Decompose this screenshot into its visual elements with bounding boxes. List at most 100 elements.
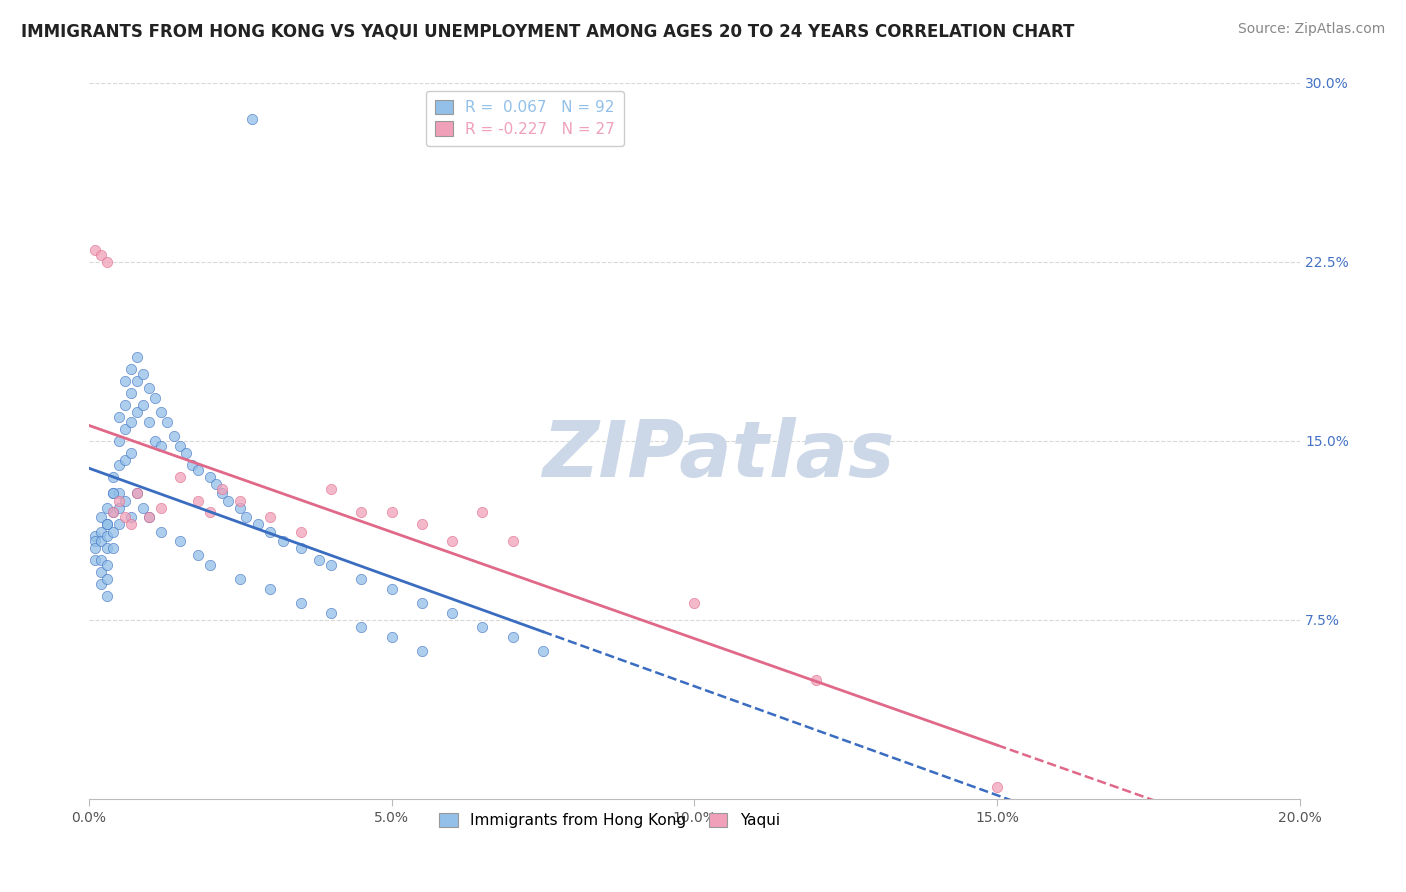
Point	[90, 577, 112, 591]
Point	[108, 434, 131, 448]
Point	[502, 534, 524, 549]
Point	[502, 630, 524, 644]
Point	[138, 510, 160, 524]
Point	[198, 558, 221, 572]
Point	[120, 362, 142, 376]
Point	[90, 553, 112, 567]
Point	[96, 541, 118, 556]
Point	[114, 374, 136, 388]
Point	[132, 398, 155, 412]
Point	[101, 541, 124, 556]
Point	[319, 606, 342, 620]
Point	[235, 510, 257, 524]
Point	[96, 255, 118, 269]
Point	[127, 486, 149, 500]
Point	[114, 510, 136, 524]
Point	[229, 493, 252, 508]
Point	[259, 582, 281, 596]
Point	[114, 398, 136, 412]
Point	[150, 524, 173, 539]
Point	[290, 596, 312, 610]
Point	[217, 493, 239, 508]
Point	[471, 620, 494, 634]
Text: ZIPatlas: ZIPatlas	[543, 417, 894, 493]
Point	[120, 510, 142, 524]
Point	[120, 386, 142, 401]
Point	[259, 524, 281, 539]
Point	[319, 482, 342, 496]
Point	[108, 410, 131, 425]
Point	[290, 524, 312, 539]
Point	[229, 500, 252, 515]
Point	[986, 780, 1008, 794]
Point	[101, 506, 124, 520]
Point	[350, 506, 373, 520]
Legend: Immigrants from Hong Kong, Yaqui: Immigrants from Hong Kong, Yaqui	[433, 806, 786, 834]
Point	[240, 112, 263, 126]
Point	[187, 462, 209, 476]
Point	[96, 500, 118, 515]
Point	[114, 493, 136, 508]
Point	[90, 534, 112, 549]
Point	[90, 524, 112, 539]
Point	[162, 429, 184, 443]
Point	[132, 367, 155, 381]
Point	[83, 243, 105, 257]
Point	[205, 476, 228, 491]
Point	[101, 486, 124, 500]
Point	[145, 434, 167, 448]
Point	[531, 644, 554, 658]
Point	[138, 510, 160, 524]
Point	[83, 534, 105, 549]
Point	[101, 524, 124, 539]
Point	[120, 415, 142, 429]
Point	[229, 572, 252, 586]
Point	[90, 248, 112, 262]
Point	[83, 553, 105, 567]
Point	[411, 644, 433, 658]
Point	[145, 391, 167, 405]
Point	[108, 458, 131, 472]
Point	[108, 486, 131, 500]
Point	[150, 439, 173, 453]
Point	[96, 529, 118, 543]
Point	[174, 446, 197, 460]
Text: Source: ZipAtlas.com: Source: ZipAtlas.com	[1237, 22, 1385, 37]
Point	[101, 506, 124, 520]
Point	[90, 565, 112, 579]
Point	[138, 415, 160, 429]
Point	[83, 529, 105, 543]
Point	[108, 517, 131, 532]
Point	[381, 506, 404, 520]
Point	[290, 541, 312, 556]
Point	[108, 500, 131, 515]
Point	[381, 582, 404, 596]
Point	[96, 517, 118, 532]
Point	[120, 517, 142, 532]
Point	[96, 589, 118, 603]
Point	[138, 381, 160, 395]
Point	[83, 541, 105, 556]
Point	[411, 517, 433, 532]
Point	[441, 534, 464, 549]
Point	[187, 493, 209, 508]
Point	[441, 606, 464, 620]
Point	[211, 486, 233, 500]
Text: IMMIGRANTS FROM HONG KONG VS YAQUI UNEMPLOYMENT AMONG AGES 20 TO 24 YEARS CORREL: IMMIGRANTS FROM HONG KONG VS YAQUI UNEMP…	[21, 22, 1074, 40]
Point	[350, 620, 373, 634]
Point	[198, 506, 221, 520]
Point	[108, 493, 131, 508]
Point	[308, 553, 330, 567]
Point	[150, 500, 173, 515]
Point	[101, 469, 124, 483]
Point	[271, 534, 294, 549]
Point	[127, 374, 149, 388]
Point	[211, 482, 233, 496]
Point	[156, 415, 179, 429]
Point	[127, 405, 149, 419]
Point	[187, 549, 209, 563]
Point	[319, 558, 342, 572]
Point	[96, 558, 118, 572]
Point	[114, 422, 136, 436]
Point	[169, 469, 191, 483]
